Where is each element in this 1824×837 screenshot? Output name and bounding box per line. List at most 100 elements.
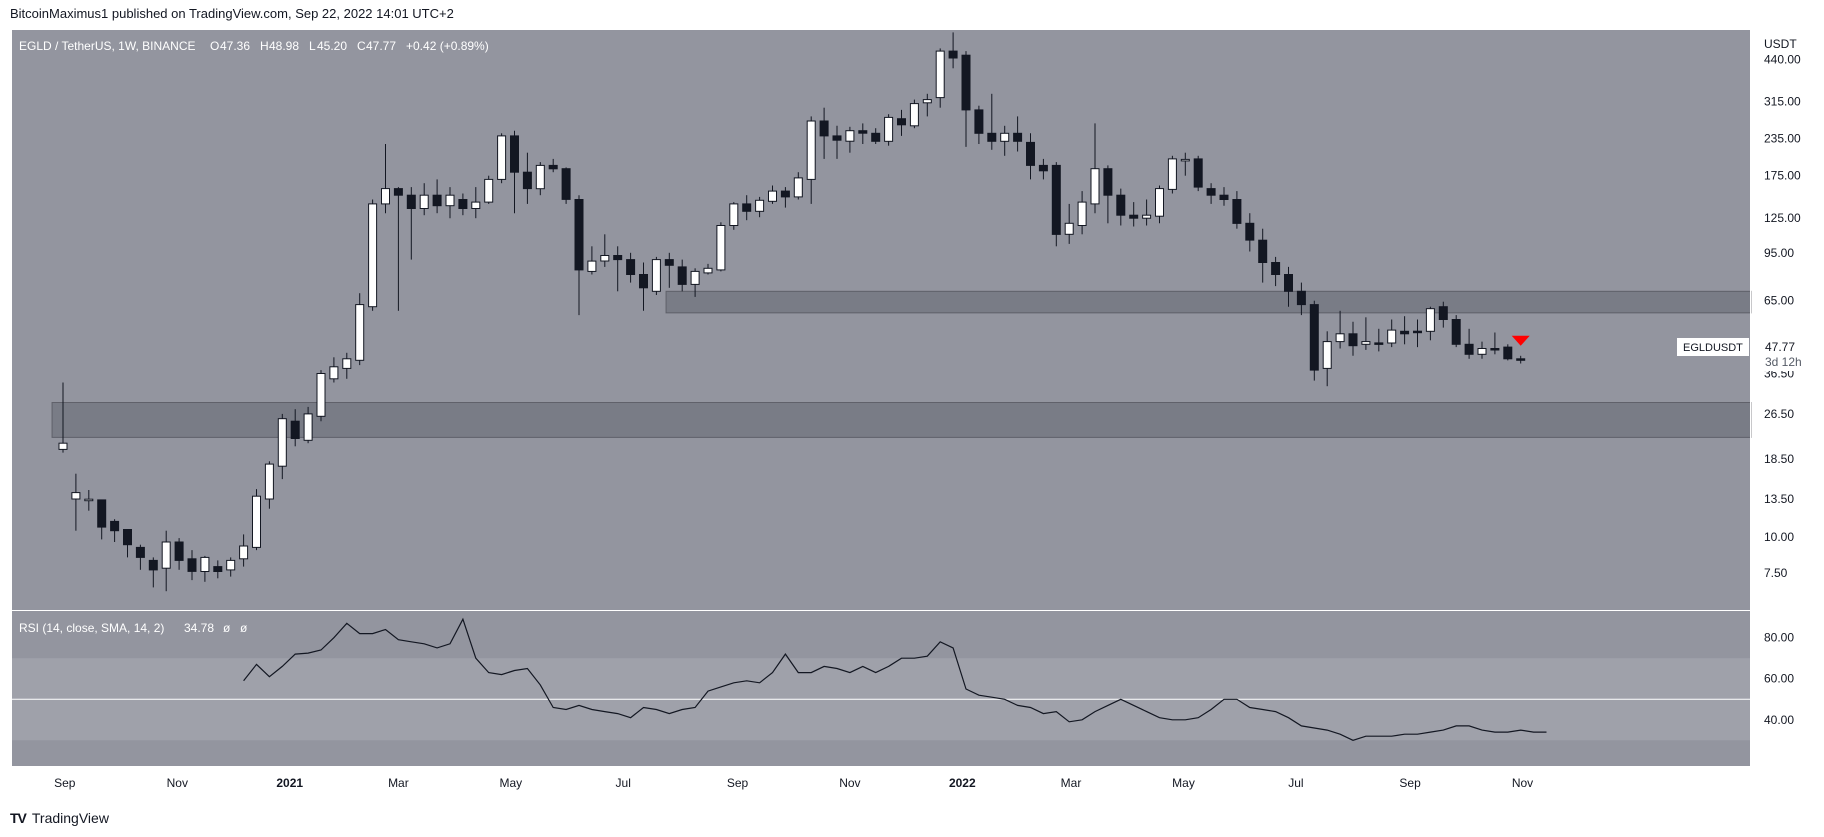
- candle[interactable]: [187, 550, 197, 581]
- candle[interactable]: [1129, 202, 1139, 227]
- candle[interactable]: [987, 93, 997, 150]
- candle[interactable]: [1413, 319, 1422, 348]
- candle[interactable]: [1438, 301, 1448, 328]
- candle[interactable]: [651, 256, 661, 295]
- candle[interactable]: [510, 130, 519, 214]
- candle[interactable]: [690, 268, 700, 297]
- candle[interactable]: [819, 107, 829, 159]
- candle[interactable]: [1167, 155, 1177, 194]
- candle[interactable]: [935, 48, 945, 108]
- candle[interactable]: [1090, 123, 1100, 214]
- candle[interactable]: [110, 519, 120, 542]
- candle[interactable]: [806, 116, 816, 204]
- candle[interactable]: [1271, 256, 1281, 287]
- candle[interactable]: [174, 538, 184, 570]
- candle[interactable]: [677, 259, 687, 292]
- candle[interactable]: [84, 490, 94, 511]
- candle[interactable]: [252, 489, 261, 551]
- candle[interactable]: [58, 382, 68, 453]
- candle[interactable]: [1013, 116, 1023, 152]
- candle[interactable]: [1142, 199, 1152, 226]
- candle[interactable]: [1051, 162, 1061, 247]
- candle[interactable]: [729, 202, 739, 230]
- candle[interactable]: [1387, 319, 1397, 348]
- candle[interactable]: [239, 534, 249, 567]
- candle[interactable]: [393, 187, 403, 311]
- candle[interactable]: [587, 246, 597, 275]
- candle[interactable]: [1296, 282, 1306, 316]
- candle[interactable]: [1219, 187, 1229, 206]
- candle[interactable]: [419, 183, 429, 216]
- candle[interactable]: [1464, 328, 1474, 359]
- candle[interactable]: [1206, 183, 1216, 204]
- candle[interactable]: [522, 152, 532, 204]
- candle[interactable]: [406, 187, 416, 260]
- candle[interactable]: [135, 544, 145, 570]
- candle[interactable]: [1180, 152, 1190, 176]
- candle[interactable]: [858, 123, 868, 144]
- candle[interactable]: [1503, 344, 1513, 361]
- candle[interactable]: [1309, 300, 1319, 381]
- candle[interactable]: [71, 473, 81, 531]
- candle[interactable]: [1374, 328, 1384, 352]
- candle[interactable]: [484, 175, 494, 204]
- candle[interactable]: [458, 193, 468, 216]
- candle[interactable]: [329, 357, 339, 383]
- candle[interactable]: [497, 133, 507, 184]
- candle[interactable]: [832, 125, 842, 159]
- candle[interactable]: [277, 413, 287, 480]
- last-price-tag[interactable]: EGLDUSDT 47.77 3d 12h: [1677, 338, 1812, 371]
- candle[interactable]: [123, 529, 132, 558]
- candle[interactable]: [161, 530, 171, 592]
- candle[interactable]: [1361, 317, 1371, 350]
- candle[interactable]: [703, 263, 713, 275]
- candle[interactable]: [148, 557, 158, 588]
- candle[interactable]: [716, 222, 726, 272]
- candle[interactable]: [1258, 228, 1268, 283]
- candle[interactable]: [1425, 306, 1435, 341]
- tradingview-footer[interactable]: TV TradingView: [10, 808, 109, 828]
- candle[interactable]: [1038, 158, 1048, 180]
- candle[interactable]: [342, 352, 352, 379]
- candle[interactable]: [600, 234, 610, 267]
- candle[interactable]: [1516, 355, 1526, 364]
- candle[interactable]: [445, 187, 455, 219]
- candle[interactable]: [639, 262, 648, 311]
- candle[interactable]: [290, 409, 300, 447]
- candle[interactable]: [471, 187, 481, 219]
- candle[interactable]: [432, 179, 442, 214]
- candle[interactable]: [1335, 310, 1345, 349]
- candle[interactable]: [793, 172, 803, 200]
- candle[interactable]: [264, 461, 274, 509]
- candle[interactable]: [626, 252, 636, 283]
- candle[interactable]: [97, 499, 107, 540]
- candle[interactable]: [1193, 155, 1203, 192]
- candle[interactable]: [871, 128, 881, 144]
- candle[interactable]: [303, 406, 313, 444]
- candle[interactable]: [909, 99, 919, 129]
- candle[interactable]: [1064, 203, 1074, 244]
- candle[interactable]: [1000, 125, 1010, 156]
- candle[interactable]: [368, 199, 378, 311]
- candle[interactable]: [316, 370, 326, 422]
- candle[interactable]: [548, 158, 558, 173]
- candle[interactable]: [884, 114, 894, 146]
- candle[interactable]: [535, 162, 545, 196]
- candle[interactable]: [381, 144, 390, 214]
- candle[interactable]: [574, 195, 584, 316]
- candles-layer[interactable]: [58, 32, 1526, 592]
- candle[interactable]: [1322, 331, 1332, 387]
- candle[interactable]: [1400, 316, 1410, 345]
- candle[interactable]: [755, 196, 765, 218]
- candle[interactable]: [1245, 213, 1255, 252]
- candle[interactable]: [742, 195, 752, 221]
- candle[interactable]: [1348, 321, 1358, 356]
- candle[interactable]: [1284, 266, 1293, 307]
- candle[interactable]: [1026, 133, 1035, 180]
- candle[interactable]: [613, 246, 623, 292]
- candle[interactable]: [1477, 341, 1487, 359]
- candle[interactable]: [1077, 191, 1087, 235]
- candle[interactable]: [561, 167, 571, 204]
- candle[interactable]: [213, 560, 223, 579]
